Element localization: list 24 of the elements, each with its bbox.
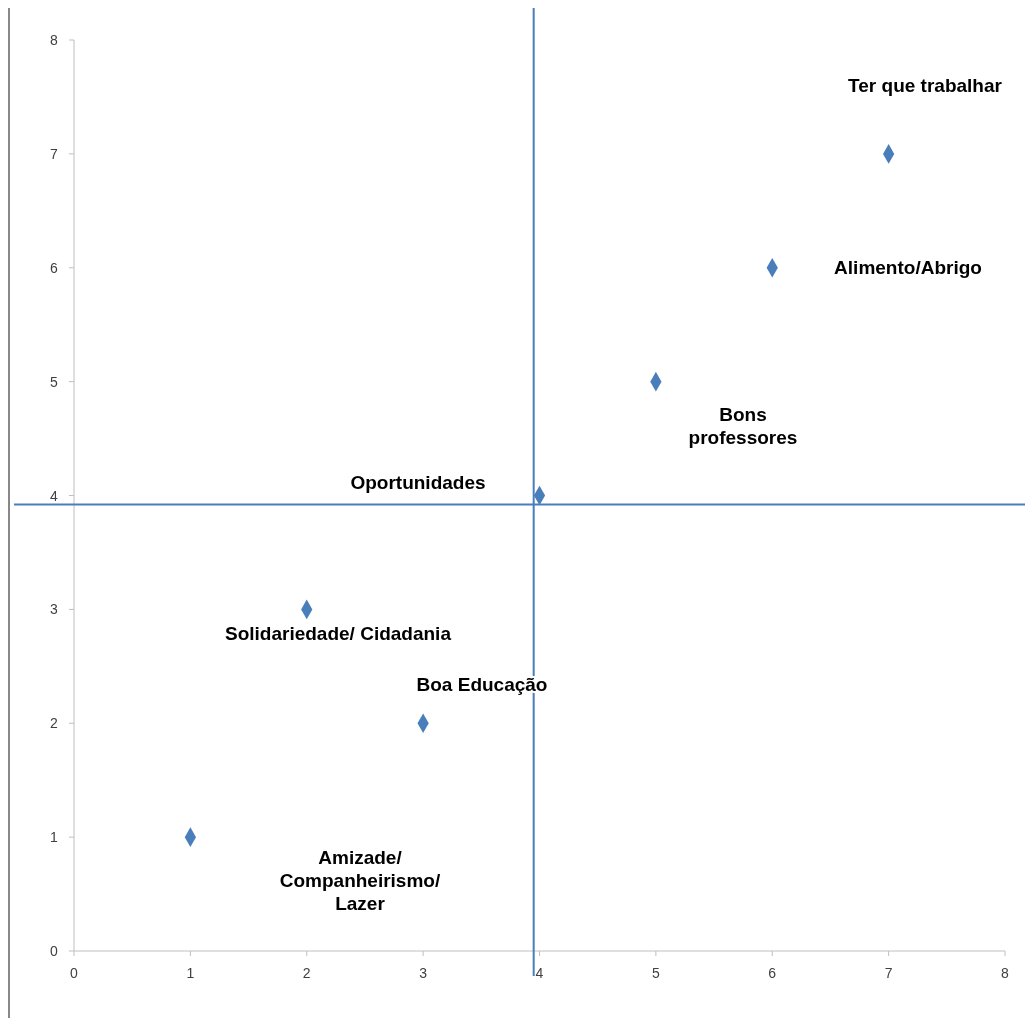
x-tick-label: 6 bbox=[768, 965, 777, 981]
annotation: Oportunidades bbox=[350, 472, 486, 493]
y-tick-label: 7 bbox=[50, 145, 59, 162]
x-tick-label: 3 bbox=[419, 965, 428, 981]
x-tick-label: 1 bbox=[186, 965, 195, 981]
annotation: Bons professores bbox=[688, 403, 798, 448]
x-tick-label: 4 bbox=[535, 965, 544, 981]
x-tick-label: 5 bbox=[651, 965, 660, 981]
y-tick-label: 6 bbox=[50, 259, 59, 276]
y-tick-label: 0 bbox=[50, 943, 59, 959]
x-tick-label: 2 bbox=[302, 965, 311, 981]
x-tick-label: 7 bbox=[884, 965, 893, 981]
x-tick-label: 8 bbox=[1001, 965, 1010, 981]
annotation: Solidariedade/ Cidadania bbox=[225, 623, 452, 644]
y-tick-label: 4 bbox=[50, 487, 59, 504]
x-tick-label: 0 bbox=[70, 965, 79, 981]
annotation: Ter que trabalhar bbox=[848, 75, 1003, 96]
y-tick-label: 3 bbox=[50, 601, 59, 618]
y-tick-label: 2 bbox=[50, 715, 59, 732]
y-tick-label: 1 bbox=[50, 829, 59, 846]
annotation: Amizade/ Companheirismo/ Lazer bbox=[279, 847, 441, 914]
y-tick-label: 5 bbox=[50, 373, 59, 390]
y-tick-label: 8 bbox=[50, 32, 59, 48]
annotation: Alimento/Abrigo bbox=[834, 257, 982, 278]
